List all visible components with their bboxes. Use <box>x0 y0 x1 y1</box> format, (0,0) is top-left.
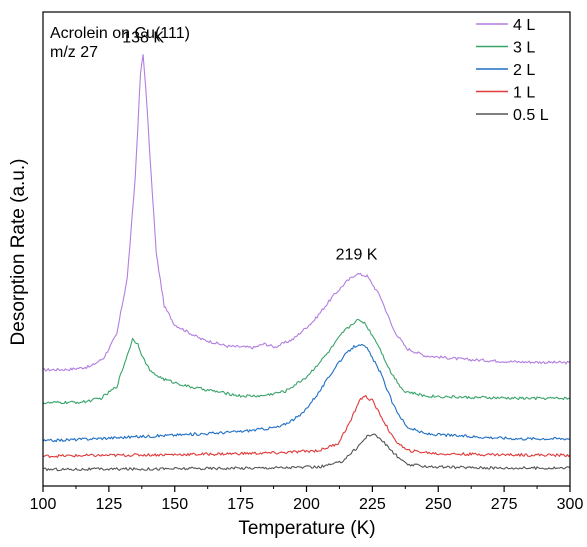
legend-label: 2 L <box>513 62 535 79</box>
plot-frame <box>42 11 571 487</box>
x-axis: 100 125 150 175 200 225 250 275 300 <box>30 486 584 513</box>
x-tick-label: 300 <box>557 496 584 513</box>
x-tick-label: 225 <box>359 496 386 513</box>
x-tick-label: 125 <box>96 496 123 513</box>
series-line-0-5L <box>42 433 571 472</box>
x-tick-label: 100 <box>30 496 57 513</box>
series-line-4L <box>42 54 571 372</box>
x-tick-label: 150 <box>161 496 188 513</box>
peak-label: 138 K <box>122 30 164 47</box>
peak-label: 219 K <box>336 247 378 264</box>
x-tick-label: 200 <box>293 496 320 513</box>
series-line-1L <box>42 394 571 459</box>
x-tick-label: 175 <box>227 496 254 513</box>
x-axis-title: Temperature (K) <box>238 518 375 539</box>
series-layer <box>42 54 571 472</box>
legend-label: 0.5 L <box>513 107 549 124</box>
legend-label: 1 L <box>513 85 535 102</box>
series-line-2L <box>42 343 571 443</box>
annotation-line-2: m/z 27 <box>50 44 98 61</box>
series-line-3L <box>42 318 570 405</box>
legend-label: 4 L <box>513 17 535 34</box>
legend-label: 3 L <box>513 40 535 57</box>
x-tick-label: 275 <box>491 496 518 513</box>
legend: 4 L 3 L 2 L 1 L 0.5 L <box>476 17 549 124</box>
annotation-line-1: Acrolein on Cu(111) <box>50 25 190 42</box>
y-axis-title: Desorption Rate (a.u.) <box>8 159 29 346</box>
x-tick-label: 250 <box>425 496 452 513</box>
